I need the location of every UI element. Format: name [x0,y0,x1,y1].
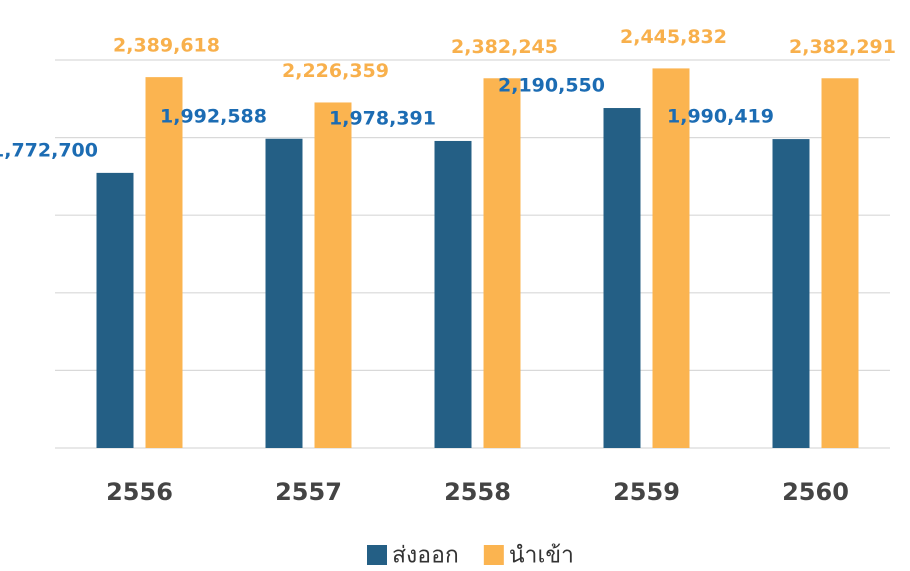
bar [96,172,134,448]
legend-swatch [367,545,387,565]
bar [434,140,472,448]
data-label: 1,990,419 [667,106,774,128]
x-tick-label: 2559 [613,478,680,506]
data-label: 2,389,618 [113,35,220,57]
bar [265,138,303,448]
data-label: 2,382,245 [451,36,558,58]
bar [652,68,690,449]
data-label: 2,382,291 [789,36,896,58]
bar [772,139,810,448]
legend-swatch [483,545,504,565]
data-label: 2,226,359 [282,60,389,82]
data-label: 1,772,700 [0,139,98,161]
data-label: 1,992,588 [160,105,267,127]
bar [483,78,521,448]
x-tick-label: 2560 [782,478,849,506]
x-tick-label: 2558 [444,478,511,506]
x-tick-label: 2556 [106,478,173,506]
data-label: 2,445,832 [620,26,727,48]
bar [145,77,183,448]
legend-label: ส่งออก [392,543,459,569]
data-label: 1,978,391 [329,107,436,129]
data-label: 2,190,550 [498,75,605,97]
bar [821,78,859,449]
bar [314,102,352,448]
bar [603,108,641,448]
legend-label: นำเข้า [509,543,574,569]
x-tick-label: 2557 [275,478,342,506]
